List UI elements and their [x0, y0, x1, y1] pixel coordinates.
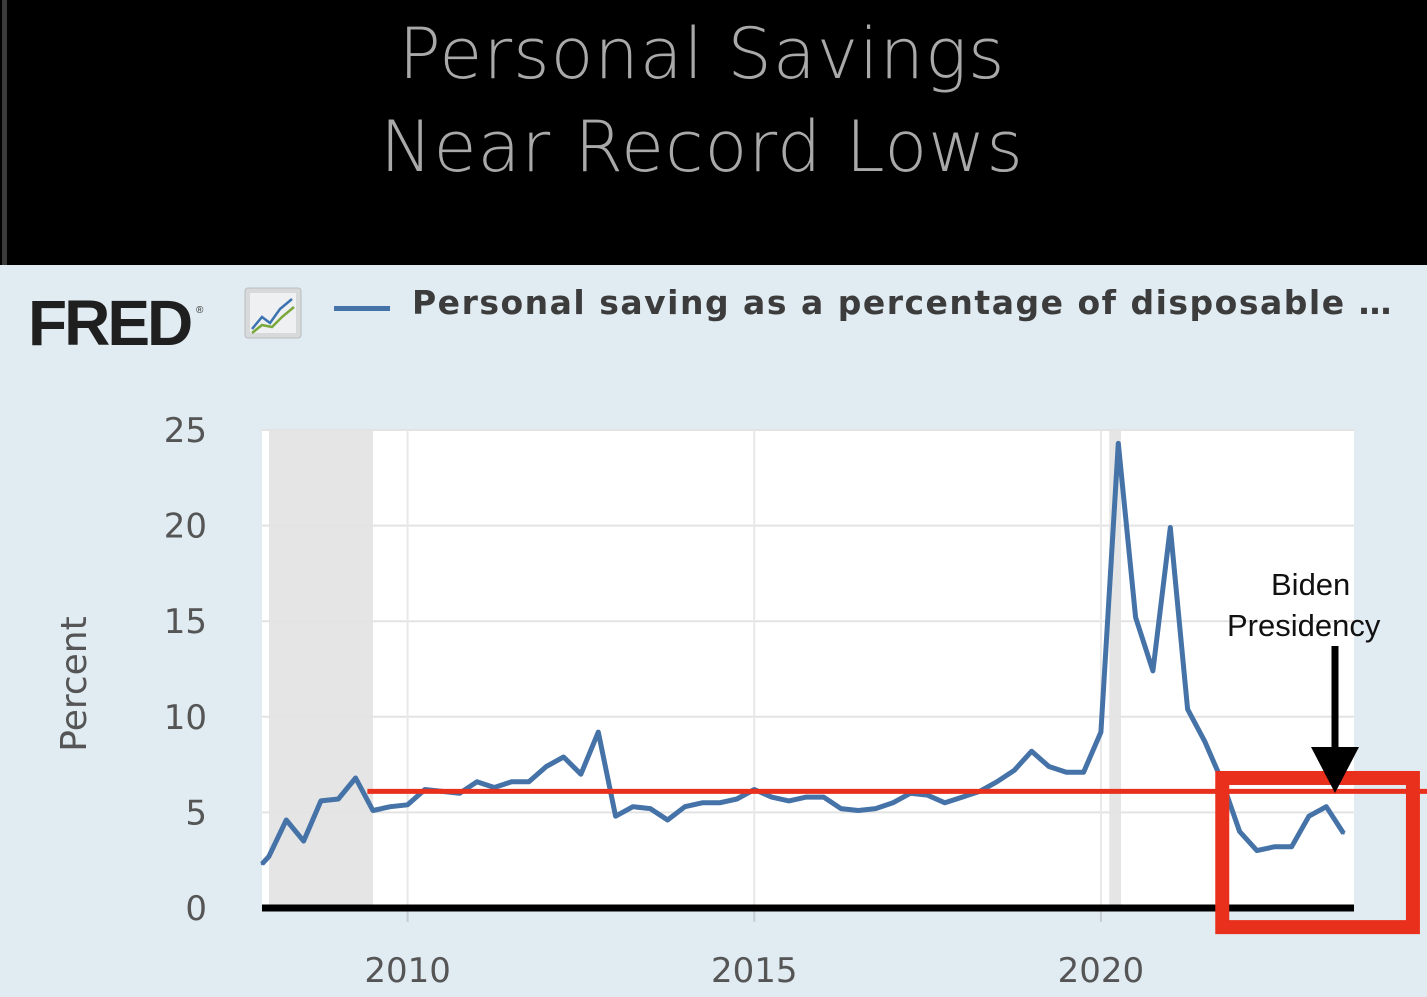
data-point	[926, 793, 929, 797]
data-point	[371, 809, 375, 812]
data-point	[1238, 830, 1241, 833]
data-point	[874, 807, 877, 810]
data-point	[545, 765, 548, 768]
data-point	[683, 805, 687, 808]
data-point	[614, 815, 617, 818]
y-tick-label: 5	[185, 793, 207, 833]
data-point	[943, 801, 947, 805]
data-point	[631, 805, 635, 808]
x-tick-label: 2010	[364, 951, 451, 991]
annotation-line-1: Biden	[1271, 567, 1351, 602]
data-point	[260, 862, 264, 866]
data-point	[1134, 616, 1137, 619]
data-point	[1307, 815, 1311, 818]
data-point	[493, 786, 496, 789]
data-point	[1255, 849, 1259, 852]
data-point	[1099, 730, 1103, 734]
fred-logo: FRED	[28, 291, 193, 355]
data-point	[995, 780, 999, 784]
data-point	[857, 809, 860, 812]
data-point	[475, 780, 479, 784]
data-point	[337, 797, 340, 801]
data-point	[1186, 707, 1189, 711]
headline-banner: Personal Savings Near Record Lows	[0, 0, 1427, 265]
data-point	[961, 795, 964, 799]
line-chart-icon	[244, 287, 302, 339]
y-tick-label: 0	[185, 889, 207, 929]
data-point	[891, 801, 895, 805]
data-point	[1013, 769, 1016, 772]
data-point	[579, 772, 583, 776]
data-point	[718, 801, 721, 805]
data-point	[770, 795, 773, 799]
plot-area	[262, 430, 1354, 908]
chart-canvas: 0 5 10 15 20 25 2010 2015 2020 Percent	[54, 411, 1427, 991]
data-point	[787, 799, 791, 803]
data-point	[805, 795, 808, 799]
data-point	[649, 807, 652, 810]
data-point	[1290, 845, 1293, 849]
data-point	[285, 818, 288, 822]
x-tick-label: 2015	[711, 951, 798, 991]
data-point	[1082, 771, 1085, 774]
legend-label: Personal saving as a percentage of dispo…	[412, 283, 1394, 322]
headline-line-1: Personal Savings	[398, 13, 1006, 95]
data-point	[701, 801, 704, 805]
data-point	[562, 755, 565, 759]
highlight-box	[1215, 770, 1420, 935]
y-tick-label: 20	[164, 507, 207, 547]
chart-panel: 0 5 10 15 20 25 2010 2015 2020 Percent FRED ® Per…	[0, 265, 1427, 997]
y-tick-label: 10	[164, 698, 207, 738]
recession-shade	[268, 430, 373, 908]
data-point	[1169, 526, 1172, 529]
fred-logo-text: FRED	[28, 287, 193, 359]
headline: Personal Savings Near Record Lows	[0, 8, 1404, 194]
y-tick-label: 25	[164, 411, 207, 451]
data-point	[1030, 750, 1033, 753]
headline-line-2: Near Record Lows	[380, 106, 1024, 188]
data-point	[1151, 669, 1155, 673]
data-point	[406, 803, 409, 806]
data-point	[1065, 771, 1068, 774]
x-tick-label: 2020	[1058, 951, 1145, 991]
data-point	[302, 839, 305, 843]
data-point	[354, 776, 357, 780]
data-point	[527, 780, 531, 784]
data-point	[735, 797, 739, 801]
data-point	[1325, 805, 1328, 808]
data-point	[319, 799, 323, 803]
data-point	[510, 780, 513, 784]
data-point	[1342, 832, 1345, 835]
banner-edge	[2, 0, 7, 265]
data-point	[1203, 740, 1207, 743]
data-point	[822, 795, 825, 799]
recession-shade	[1109, 430, 1122, 908]
legend-swatch	[334, 306, 390, 311]
data-point	[389, 805, 392, 808]
arrow-head	[1311, 747, 1359, 793]
y-axis-label: Percent	[54, 616, 95, 751]
data-point	[267, 855, 271, 858]
registered-mark: ®	[196, 305, 204, 316]
data-point	[1047, 765, 1051, 768]
y-tick-label: 15	[164, 602, 207, 642]
annotation-line-2: Presidency	[1227, 608, 1381, 643]
data-point	[1273, 845, 1276, 849]
data-point	[666, 818, 669, 822]
data-point	[839, 807, 843, 810]
data-point	[597, 730, 600, 734]
data-point	[1117, 442, 1120, 445]
